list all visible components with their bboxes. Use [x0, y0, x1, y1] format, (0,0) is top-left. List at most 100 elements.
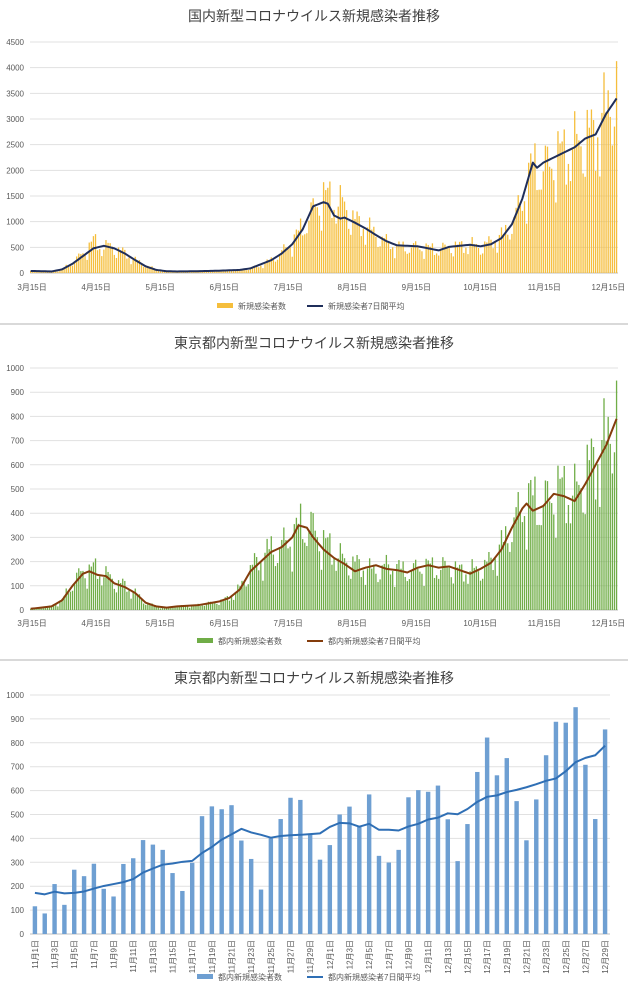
bar	[488, 552, 490, 610]
x-tick-label: 5月15日	[146, 283, 175, 292]
bar	[235, 592, 237, 610]
bar	[425, 558, 427, 610]
bar	[450, 577, 452, 610]
bar	[394, 258, 396, 273]
bar	[191, 604, 193, 610]
bar	[230, 270, 233, 273]
bar	[599, 176, 601, 273]
x-tick-label: 12月15日	[464, 940, 473, 974]
bar	[416, 790, 421, 934]
bar	[107, 242, 109, 273]
bar	[504, 758, 509, 934]
chart-panel-japan: 国内新型コロナウイルス新規感染者推移 0 500 1000 1500 2000 2500 30…	[0, 0, 628, 322]
bar	[571, 495, 574, 610]
bar	[132, 259, 134, 273]
bar	[128, 590, 130, 610]
bar	[473, 567, 475, 610]
bar	[218, 271, 220, 273]
bar	[452, 256, 454, 273]
bar	[573, 707, 578, 934]
bar	[551, 503, 553, 610]
bar	[230, 597, 233, 610]
bar	[316, 537, 318, 610]
bar	[358, 216, 360, 273]
bar	[540, 189, 542, 273]
bar	[55, 604, 57, 610]
y-tick-label: 700	[11, 763, 25, 772]
bar	[578, 140, 580, 273]
bar	[199, 816, 205, 934]
bar	[44, 607, 46, 610]
bar	[130, 264, 132, 273]
bar	[38, 607, 40, 610]
bar	[111, 578, 113, 610]
bar	[322, 182, 325, 273]
bar	[90, 566, 92, 610]
bar	[138, 260, 141, 273]
bar	[76, 572, 78, 610]
bar	[507, 234, 509, 273]
bar	[143, 603, 145, 610]
bar	[588, 460, 590, 610]
bar	[81, 876, 87, 934]
bar	[521, 522, 524, 610]
bar	[297, 230, 300, 273]
bar	[103, 249, 105, 273]
bar	[276, 562, 279, 610]
bar	[88, 242, 90, 273]
bar	[456, 244, 459, 273]
bar	[189, 272, 191, 273]
bar	[203, 271, 205, 273]
bar	[597, 137, 599, 273]
average-line	[30, 418, 618, 610]
bar	[523, 201, 526, 273]
bar	[446, 247, 448, 273]
bar	[498, 234, 501, 273]
bar	[543, 755, 549, 934]
bar	[593, 819, 598, 934]
bar	[379, 579, 381, 610]
bar	[178, 605, 180, 610]
bar	[253, 265, 256, 273]
y-tick-label: 4000	[6, 64, 24, 73]
bar	[553, 180, 555, 273]
bar	[444, 560, 446, 610]
bar	[594, 499, 597, 610]
bar	[486, 242, 488, 273]
y-tick-label: 200	[11, 558, 25, 567]
bar	[101, 888, 106, 934]
bar	[161, 606, 164, 610]
bar	[224, 597, 226, 610]
bar	[505, 526, 507, 610]
bar	[469, 571, 471, 610]
y-tick-label: 500	[11, 485, 25, 494]
bar	[57, 606, 59, 610]
x-tick-label: 11月17日	[188, 940, 197, 973]
x-tick-label: 11月15日	[169, 940, 178, 973]
bar	[548, 501, 551, 610]
bar	[471, 559, 473, 610]
bar	[96, 578, 99, 610]
bar	[272, 554, 275, 610]
bar	[354, 218, 356, 273]
x-tick-label: 11月9日	[110, 940, 119, 969]
x-tick-label: 9月15日	[402, 283, 431, 292]
bar	[548, 166, 551, 273]
bar	[561, 141, 563, 273]
bar	[84, 578, 86, 610]
bar	[180, 890, 185, 934]
bar	[404, 251, 406, 273]
bar	[333, 209, 335, 273]
bar	[580, 146, 582, 273]
y-tick-label: 3000	[6, 115, 24, 124]
bar	[586, 444, 588, 610]
bar	[30, 608, 32, 610]
legend-label-line: 新規感染者7日間平均	[328, 301, 404, 311]
panel-divider	[0, 659, 628, 661]
bar	[339, 185, 341, 273]
bar	[540, 525, 542, 610]
bar	[337, 814, 342, 934]
x-tick-label: 11月5日	[70, 940, 79, 969]
bar	[563, 465, 565, 610]
bar	[337, 558, 339, 610]
